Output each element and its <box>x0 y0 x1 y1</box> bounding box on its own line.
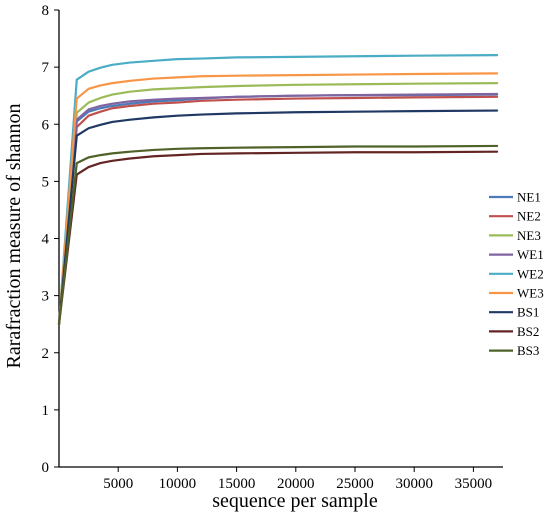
legend-label-we2: WE2 <box>517 266 544 281</box>
x-tick-label: 15000 <box>218 476 256 492</box>
legend-label-bs3: BS3 <box>517 343 539 358</box>
axes: 0 1 2 3 4 5 6 7 8 5000 10000 15000 20000 25000 30000 35… <box>42 3 503 492</box>
x-tick-label: 20000 <box>277 476 315 492</box>
series-lines <box>57 54 499 326</box>
y-tick-label: 7 <box>42 60 50 76</box>
x-tick-label: 10000 <box>159 476 197 492</box>
legend-label-we1: WE1 <box>517 247 544 262</box>
series-line-bs3 <box>57 144 499 326</box>
series-line-ne2 <box>57 95 499 326</box>
series-line-we2 <box>57 54 499 326</box>
y-tick-label: 6 <box>42 117 50 133</box>
series-line-bs1 <box>57 109 499 326</box>
series-line-ne1 <box>57 93 499 326</box>
legend: NE1 NE2 NE3 WE1 WE2 WE3 BS1 BS2 BS3 <box>489 190 544 358</box>
y-tick-label: 4 <box>42 232 50 248</box>
y-tick-label: 8 <box>42 3 50 19</box>
series-line-ne3 <box>57 82 499 326</box>
y-tick-label: 0 <box>42 460 50 476</box>
series-line-we1 <box>57 92 499 326</box>
legend-label-bs2: BS2 <box>517 324 539 339</box>
x-tick-label: 25000 <box>336 476 374 492</box>
y-tick-label: 5 <box>42 174 50 190</box>
legend-label-bs1: BS1 <box>517 305 539 320</box>
legend-label-ne2: NE2 <box>517 209 541 224</box>
x-axis-title: sequence per sample <box>212 490 378 512</box>
legend-label-ne3: NE3 <box>517 228 541 243</box>
x-tick-label: 30000 <box>395 476 433 492</box>
y-axis-title: Rarafraction measure of shannon <box>3 104 25 369</box>
series-line-we3 <box>57 72 499 326</box>
x-tick-label: 35000 <box>455 476 493 492</box>
x-tick-label: 5000 <box>103 476 133 492</box>
legend-label-we3: WE3 <box>517 286 544 301</box>
legend-label-ne1: NE1 <box>517 190 541 205</box>
series-line-bs2 <box>57 150 499 326</box>
y-tick-label: 3 <box>42 289 50 305</box>
y-tick-label: 1 <box>42 403 50 419</box>
y-tick-label: 2 <box>42 346 50 362</box>
